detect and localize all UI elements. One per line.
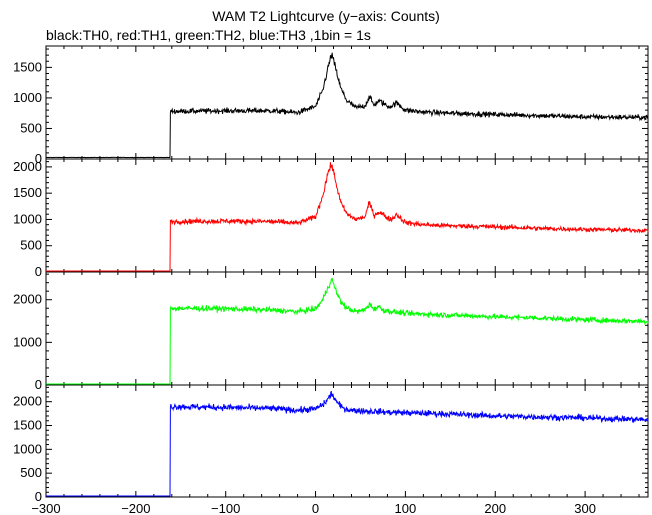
y-tick-label: 0	[35, 151, 42, 166]
y-tick-label: 0	[35, 377, 42, 392]
y-tick-label: 2000	[13, 394, 42, 409]
x-tick-label: 300	[574, 501, 596, 515]
y-tick-label: 500	[20, 120, 42, 135]
x-tick-label: −200	[121, 501, 150, 515]
y-tick-label: 500	[20, 465, 42, 480]
series-line-th1	[46, 162, 649, 272]
y-tick-label: 1000	[13, 441, 42, 456]
y-tick-label: 1500	[13, 59, 42, 74]
panel-frame-th3	[45, 384, 649, 498]
x-tick-label: −100	[211, 501, 240, 515]
series-line-th2	[46, 277, 649, 385]
panel-frame-th1	[45, 158, 649, 273]
y-tick-label: 500	[20, 238, 42, 253]
chart-title: WAM T2 Lightcurve (y−axis: Counts)	[212, 8, 440, 24]
y-tick-label: 1500	[13, 185, 42, 200]
y-tick-label: 0	[35, 489, 42, 504]
series-line-th3	[46, 390, 649, 497]
x-tick-label: 0	[312, 501, 319, 515]
y-tick-label: 2000	[13, 292, 42, 307]
y-tick-label: 0	[35, 264, 42, 279]
y-tick-label: 1000	[13, 211, 42, 226]
series-line-th0	[46, 52, 649, 159]
panel-frame-th2	[45, 271, 649, 386]
x-tick-label: −300	[31, 501, 60, 515]
y-tick-label: 1000	[13, 90, 42, 105]
x-tick-label: 100	[395, 501, 417, 515]
y-tick-label: 1500	[13, 418, 42, 433]
x-tick-label: 200	[484, 501, 506, 515]
y-tick-label: 1000	[13, 334, 42, 349]
chart-subtitle: black:TH0, red:TH1, green:TH2, blue:TH3 …	[46, 27, 371, 43]
y-tick-label: 2000	[13, 159, 42, 174]
